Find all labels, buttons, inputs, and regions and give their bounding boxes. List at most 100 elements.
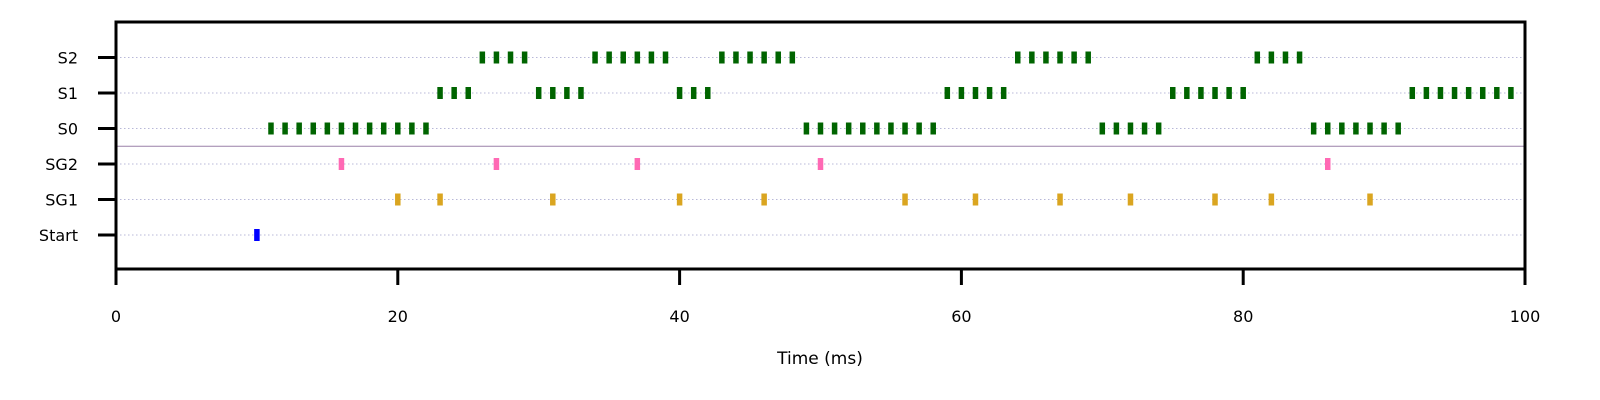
y-tick-label-sg1: SG1 — [45, 191, 78, 210]
event-mark-s1 — [1437, 87, 1444, 99]
event-mark-s2 — [662, 51, 669, 64]
event-mark-sg1 — [676, 193, 683, 206]
event-mark-s2 — [1282, 51, 1289, 64]
event-mark-s0 — [366, 122, 373, 135]
event-mark-s2 — [1043, 51, 1049, 64]
y-tick-label-s1: S1 — [58, 84, 78, 103]
event-mark-s0 — [803, 122, 810, 135]
event-mark-s2 — [1296, 51, 1303, 64]
event-mark-s0 — [268, 122, 274, 135]
event-mark-s2 — [1015, 51, 1021, 64]
event-mark-s1 — [1170, 87, 1176, 99]
event-mark-s1 — [986, 87, 993, 99]
event-mark-sg1 — [1212, 193, 1218, 206]
event-mark-s2 — [747, 51, 753, 64]
event-mark-sg1 — [761, 193, 767, 206]
x-tick-label-100: 100 — [1510, 307, 1541, 326]
event-mark-start — [254, 229, 260, 241]
event-mark-s0 — [1339, 122, 1345, 135]
event-mark-s1 — [1423, 87, 1430, 99]
event-mark-s1 — [550, 87, 556, 99]
event-mark-sg1 — [1057, 193, 1063, 206]
event-mark-s2 — [648, 51, 655, 64]
event-mark-s1 — [1451, 87, 1458, 99]
event-mark-s1 — [1000, 87, 1007, 99]
event-mark-sg2 — [338, 158, 345, 170]
event-mark-s0 — [1155, 122, 1162, 135]
event-mark-sg1 — [550, 193, 556, 206]
event-mark-s0 — [1381, 122, 1387, 135]
event-mark-s2 — [1071, 51, 1077, 64]
event-mark-s1 — [1184, 87, 1190, 99]
event-mark-s2 — [1254, 51, 1261, 64]
x-tick-label-40: 40 — [669, 307, 689, 326]
x-axis: 0 20 40 60 80 100 — [111, 269, 1540, 326]
event-mark-sg1 — [395, 193, 401, 206]
event-mark-s1 — [972, 87, 979, 99]
event-mark-s1 — [451, 87, 457, 99]
event-mark-s0 — [310, 122, 317, 135]
event-mark-s2 — [1085, 51, 1091, 64]
event-mark-s2 — [493, 51, 500, 64]
event-mark-s2 — [479, 51, 486, 64]
x-tick-label-20: 20 — [388, 307, 408, 326]
event-mark-s2 — [507, 51, 514, 64]
event-mark-s2 — [592, 51, 598, 64]
event-mark-sg2 — [817, 158, 824, 170]
event-mark-s0 — [423, 122, 429, 135]
event-mark-s0 — [1113, 122, 1120, 135]
event-mark-s2 — [1057, 51, 1063, 64]
event-mark-sg2 — [634, 158, 641, 170]
event-mark-s1 — [1409, 87, 1416, 99]
event-mark-sg1 — [1268, 193, 1275, 206]
event-mark-s1 — [1508, 87, 1514, 99]
event-mark-s0 — [296, 122, 302, 135]
grid-lines — [116, 57, 1525, 236]
x-axis-label: Time (ms) — [776, 349, 863, 369]
event-mark-s1 — [705, 87, 711, 99]
event-mark-s0 — [352, 122, 359, 135]
y-tick-label-start: Start — [39, 226, 78, 245]
event-mark-s1 — [437, 87, 443, 99]
event-mark-s1 — [564, 87, 570, 99]
event-mark-s0 — [282, 122, 288, 135]
event-mark-s1 — [676, 87, 683, 99]
event-mark-sg1 — [972, 193, 979, 206]
event-mark-s1 — [1479, 87, 1486, 99]
event-mark-s0 — [1127, 122, 1134, 135]
event-mark-s2 — [1268, 51, 1275, 64]
event-mark-s0 — [1367, 122, 1373, 135]
y-tick-label-s2: S2 — [58, 49, 78, 68]
event-mark-s0 — [817, 122, 824, 135]
event-mark-s0 — [409, 122, 415, 135]
event-mark-s0 — [1310, 122, 1317, 135]
event-mark-s0 — [916, 122, 922, 135]
event-mark-s1 — [1494, 87, 1500, 99]
event-mark-s0 — [1099, 122, 1106, 135]
event-mark-sg2 — [1324, 158, 1331, 170]
event-mark-s0 — [930, 122, 936, 135]
event-mark-sg1 — [437, 193, 443, 206]
event-mark-s1 — [1465, 87, 1472, 99]
event-mark-s0 — [1324, 122, 1331, 135]
event-mark-s0 — [1353, 122, 1359, 135]
event-mark-s0 — [338, 122, 345, 135]
y-axis: Start SG1 SG2 S0 S1 S2 — [39, 49, 116, 245]
event-mark-s2 — [620, 51, 626, 64]
event-mark-s1 — [578, 87, 584, 99]
event-mark-s1 — [958, 87, 965, 99]
x-tick-label-0: 0 — [111, 307, 121, 326]
event-mark-s0 — [1395, 122, 1401, 135]
event-mark-s0 — [1141, 122, 1148, 135]
x-tick-label-60: 60 — [951, 307, 971, 326]
event-mark-s0 — [831, 122, 838, 135]
event-mark-s1 — [944, 87, 951, 99]
event-marks — [254, 51, 1514, 241]
event-mark-s2 — [634, 51, 641, 64]
event-mark-s0 — [395, 122, 401, 135]
event-mark-s2 — [775, 51, 781, 64]
event-mark-s2 — [761, 51, 767, 64]
event-mark-s1 — [1240, 87, 1246, 99]
event-mark-s1 — [1226, 87, 1232, 99]
